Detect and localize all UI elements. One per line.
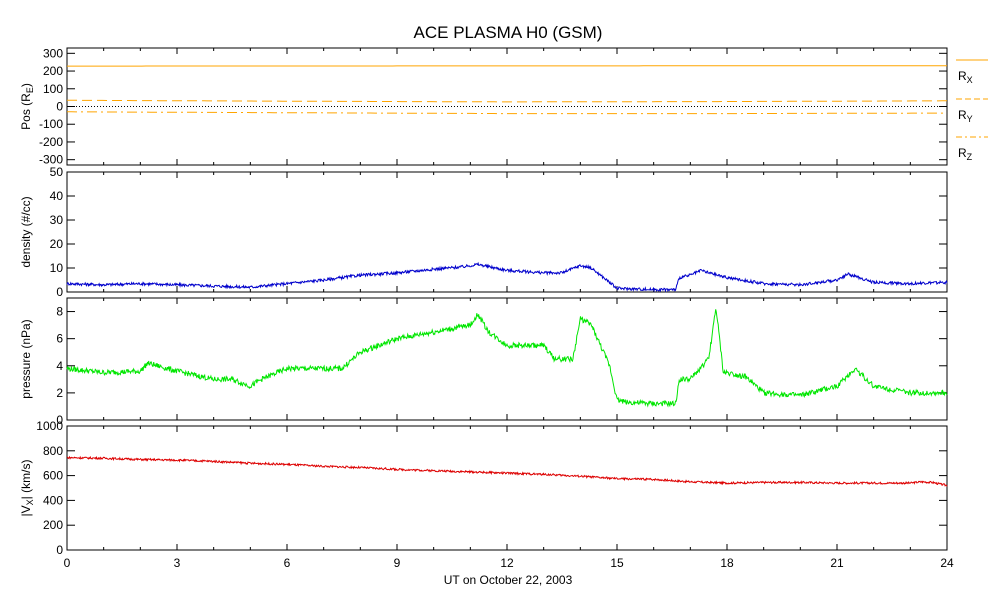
y-tick-label: -100	[39, 117, 63, 131]
x-axis-label: UT on October 22, 2003	[444, 573, 573, 587]
y-tick-label: 50	[50, 165, 64, 179]
y-tick-label: -300	[39, 153, 63, 167]
y-tick-label: 800	[43, 444, 63, 458]
y-tick-label: -200	[39, 135, 63, 149]
x-tick-label: 9	[394, 556, 401, 570]
y-axis-label: density (#/cc)	[19, 196, 33, 267]
panel-frame	[66, 425, 948, 551]
y-label-main: Pos (R	[19, 93, 33, 130]
y-tick-label: 0	[56, 100, 63, 114]
legend-main: R	[958, 69, 967, 83]
legend-main: R	[958, 146, 967, 160]
y-label-end: | (km/s)	[19, 460, 33, 500]
y-tick-label: 4	[56, 359, 63, 373]
series-line-vx	[66, 455, 948, 487]
y-axis-label: Pos (RE)	[19, 83, 35, 130]
y-tick-label: 10	[50, 261, 64, 275]
y-tick-label: 0	[56, 413, 63, 427]
y-label-sub: E	[25, 87, 35, 93]
panel-frame	[66, 171, 948, 293]
chart-title: ACE PLASMA H0 (GSM)	[414, 23, 603, 42]
y-tick-label: 0	[56, 543, 63, 557]
y-tick-label: 2	[56, 386, 63, 400]
y-tick-label: 8	[56, 305, 63, 319]
series-line-density	[66, 261, 948, 293]
y-tick-label: 400	[43, 493, 63, 507]
y-tick-label: 20	[50, 237, 64, 251]
panel-pressure: 8 6 4 2 0 pressure (nPa)	[19, 297, 948, 427]
y-tick-label: 30	[50, 213, 64, 227]
legend-label-ry: RY	[958, 108, 973, 124]
x-tick-label: 3	[174, 556, 181, 570]
x-tick-label: 6	[284, 556, 291, 570]
x-tick-label: 18	[720, 556, 734, 570]
legend-sub: X	[967, 75, 973, 85]
panel-density: 50 40 30 20 10 0 density (#/cc)	[19, 165, 948, 299]
y-tick-label: 600	[43, 469, 63, 483]
legend-sub: Y	[967, 114, 973, 124]
y-tick-label: 200	[43, 518, 63, 532]
x-tick-label: 12	[500, 556, 514, 570]
legend-main: R	[958, 108, 967, 122]
legend-sub: Z	[967, 152, 973, 162]
legend-label-rx: RX	[958, 69, 973, 85]
series-line-rz	[67, 111, 947, 115]
x-tick-label: 21	[830, 556, 844, 570]
x-tick-label: 24	[940, 556, 954, 570]
y-tick-label: 1000	[36, 419, 63, 433]
y-label-sub: X	[25, 499, 35, 505]
y-axis-label: pressure (nPa)	[19, 319, 33, 398]
y-label-end: )	[19, 83, 33, 87]
series-line-pressure	[66, 309, 948, 408]
y-tick-label: 100	[43, 82, 63, 96]
panel-vx: 1000 800 600 400 200 0 |VX| (km/s) 0 3 6 9 12 15 18 21…	[19, 419, 954, 570]
y-tick-label: 6	[56, 332, 63, 346]
y-axis-label: |VX| (km/s)	[19, 460, 35, 517]
y-label-main: |V	[19, 505, 33, 516]
legend-label-rz: RZ	[958, 146, 973, 162]
series-line-ry	[67, 99, 947, 103]
panel-frame	[66, 297, 948, 421]
y-tick-label: 300	[43, 46, 63, 60]
x-tick-label: 0	[64, 556, 71, 570]
x-tick-label: 15	[610, 556, 624, 570]
y-tick-label: 40	[50, 189, 64, 203]
y-tick-label: 200	[43, 64, 63, 78]
y-tick-label: 0	[56, 285, 63, 299]
